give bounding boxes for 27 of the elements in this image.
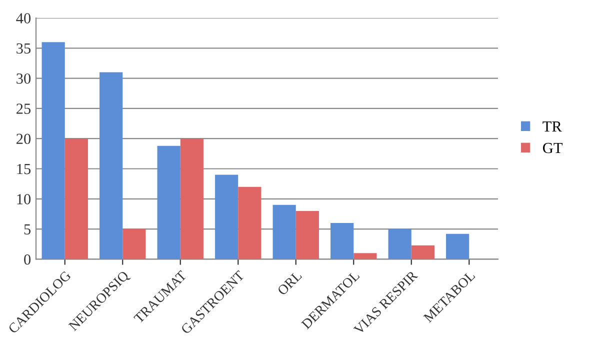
y-tick-label: 10 (17, 194, 31, 204)
y-tick-label: 15 (17, 164, 31, 174)
y-tick-label: 0 (24, 254, 31, 265)
bar (215, 174, 238, 260)
bar (42, 42, 65, 260)
bar (330, 223, 354, 260)
bar (122, 229, 146, 260)
bar (388, 229, 412, 260)
y-tick-label: 25 (16, 104, 31, 114)
bar (354, 253, 377, 260)
legend-label: GT (543, 142, 562, 154)
bar (411, 245, 434, 260)
bar (100, 72, 123, 260)
bar (446, 234, 470, 260)
y-tick-label: 35 (16, 43, 31, 54)
y-tick-label: 30 (16, 73, 31, 84)
bar (272, 204, 296, 260)
bar (157, 146, 180, 260)
bar (238, 186, 262, 260)
y-tick-label: 40 (16, 13, 31, 24)
y-tick-label: 5 (24, 224, 31, 234)
x-tick-label: ORL (276, 270, 302, 296)
bar (64, 138, 88, 260)
bar (180, 138, 204, 260)
legend-label: TR (542, 122, 562, 132)
bar (296, 210, 319, 260)
y-tick-label: 20 (16, 134, 31, 144)
